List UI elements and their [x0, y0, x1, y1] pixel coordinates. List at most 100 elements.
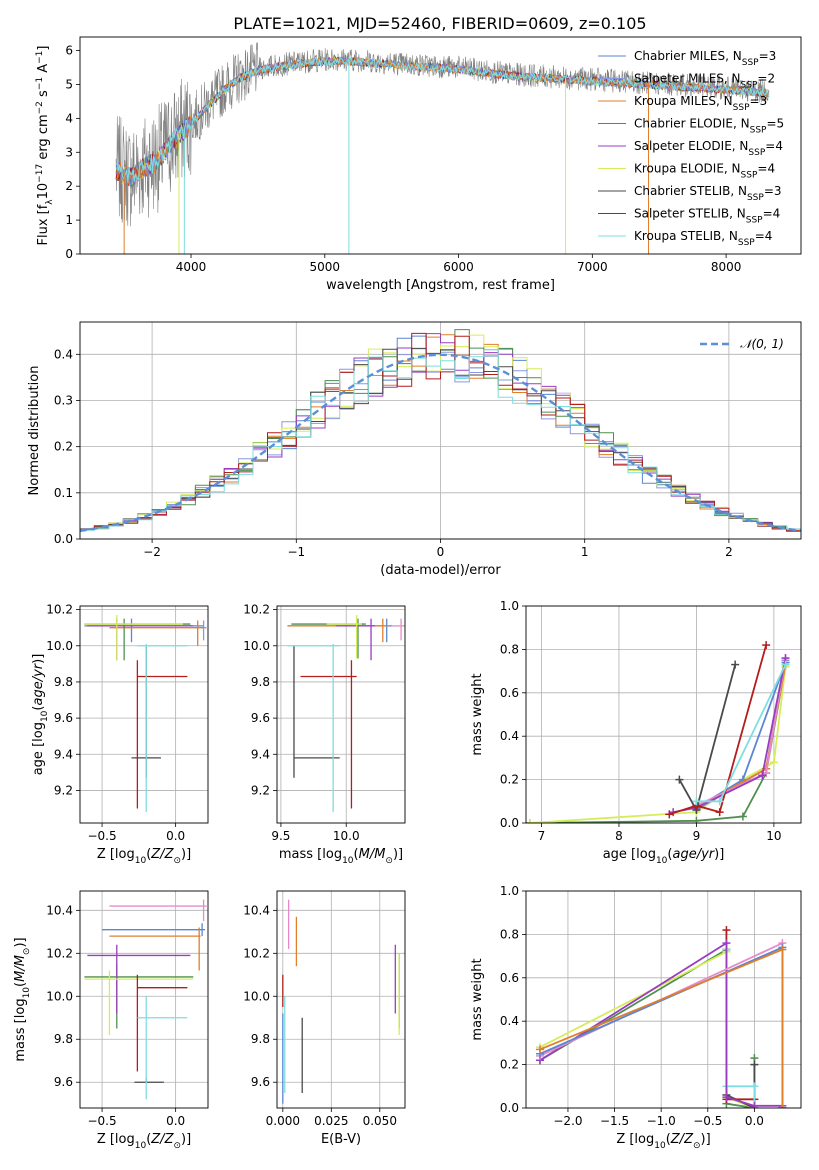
- y-tick-label: 9.4: [251, 747, 270, 761]
- mass-weight-line: [725, 930, 756, 1106]
- plot-area: [282, 899, 400, 1104]
- y-tick-label: 3: [65, 145, 73, 159]
- y-tick-label: 0.1: [54, 486, 73, 500]
- x-tick-label: 9: [693, 829, 701, 843]
- x-tick-label: −0.5: [87, 829, 116, 843]
- x-tick-label: 5000: [310, 260, 341, 274]
- y-tick-label: 0.6: [500, 686, 519, 700]
- y-tick-label: 0.2: [54, 440, 73, 454]
- x-tick-label: 8: [615, 829, 623, 843]
- x-axis-label: mass [log10(M/M⊙)]: [279, 847, 403, 866]
- y-tick-label: 1.0: [500, 884, 519, 898]
- y-axis-label: mass [log10(M/M⊙)]: [13, 937, 32, 1061]
- y-tick-label: 10.0: [243, 989, 270, 1003]
- x-tick-label: 4000: [176, 260, 207, 274]
- y-tick-label: 0.4: [500, 729, 519, 743]
- x-axis-label: Z [log10(Z/Z⊙)]: [97, 847, 191, 866]
- y-tick-label: 9.2: [54, 783, 73, 797]
- axes-frame: [276, 605, 406, 824]
- x-tick-label: 8000: [711, 260, 742, 274]
- x-tick-label: 0.0: [166, 829, 185, 843]
- x-tick-label: 0.000: [266, 1114, 300, 1128]
- y-tick-label: 10.2: [46, 603, 73, 617]
- mass-weight-line: [725, 949, 756, 1108]
- x-tick-label: −1: [287, 545, 305, 559]
- y-tick-label: 0: [65, 247, 73, 261]
- axes-frame: [525, 890, 802, 1109]
- age-vs-mass-panel: 9.5 10.0 9.2 9.4 9.6 9.8 10.0 10.2 mass [log10(M…: [243, 603, 406, 866]
- x-tick-label: −1.5: [600, 1114, 629, 1128]
- x-axis-label: age [log10(age/yr)]: [603, 847, 725, 866]
- y-tick-label: 10.2: [46, 946, 73, 960]
- y-tick-label: 6: [65, 44, 73, 58]
- axes-frame: [276, 890, 406, 1109]
- y-tick-label: 10.0: [46, 639, 73, 653]
- mass-vs-metallicity-panel: −0.5 0.0 9.6 9.8 10.0 10.2 10.4 Z [log10(Z/Z⊙)]…: [13, 890, 209, 1151]
- x-tick-label: 6000: [443, 260, 474, 274]
- y-axis-label: mass weight: [470, 958, 485, 1040]
- legend-entry: Salpeter ELODIE, NSSP=4: [634, 139, 783, 158]
- y-tick-label: 0.2: [500, 1058, 519, 1072]
- legend-entry: 𝒩(0, 1): [740, 337, 784, 351]
- x-tick-label: 10: [766, 829, 781, 843]
- y-tick-label: 9.6: [251, 711, 270, 725]
- y-tick-label: 0.2: [500, 773, 519, 787]
- y-tick-label: 2: [65, 179, 73, 193]
- x-axis-label: (data-model)/error: [380, 563, 501, 578]
- y-tick-label: 10.4: [243, 903, 270, 917]
- y-tick-label: 9.8: [54, 675, 73, 689]
- y-tick-label: 10.2: [243, 946, 270, 960]
- legend-entry: Salpeter STELIB, NSSP=4: [634, 207, 780, 226]
- y-tick-label: 10.4: [46, 903, 73, 917]
- legend-entry: Kroupa STELIB, NSSP=4: [634, 229, 772, 248]
- y-tick-label: 1.0: [500, 599, 519, 613]
- x-tick-label: 10.0: [333, 829, 360, 843]
- x-tick-label: 7000: [577, 260, 608, 274]
- y-axis-label: Flux [fλ10−17 erg cm−2 s−1 A−1]: [35, 46, 55, 246]
- histogram-step: [80, 333, 801, 530]
- x-tick-label: 7: [538, 829, 546, 843]
- y-axis-label: Normed distribution: [27, 366, 42, 496]
- y-tick-label: 9.6: [54, 711, 73, 725]
- y-tick-label: 0.0: [500, 1101, 519, 1115]
- mass-vs-extinction-panel: 0.000 0.025 0.050 9.6 9.8 10.0 10.2 10.4 E(B-V): [243, 890, 406, 1147]
- figure-title: PLATE=1021, MJD=52460, FIBERID=0609, z=0…: [233, 14, 646, 33]
- plot-area: [526, 641, 790, 823]
- legend-entry: Chabrier ELODIE, NSSP=5: [634, 117, 784, 136]
- legend-entry: Kroupa ELODIE, NSSP=4: [634, 162, 775, 181]
- plot-area: [84, 615, 207, 813]
- y-tick-label: 0.8: [500, 642, 519, 656]
- y-tick-label: 9.6: [251, 1075, 270, 1089]
- x-tick-label: 0.0: [745, 1114, 764, 1128]
- legend-entry: Chabrier STELIB, NSSP=3: [634, 184, 782, 203]
- x-tick-label: 0.0: [166, 1114, 185, 1128]
- y-tick-label: 0.8: [500, 927, 519, 941]
- axes-frame: [79, 605, 209, 824]
- plot-area: [535, 926, 787, 1108]
- y-axis-label: mass weight: [470, 673, 485, 755]
- x-tick-label: 0.025: [314, 1114, 348, 1128]
- x-tick-label: −2: [143, 545, 161, 559]
- plot-area: [287, 615, 405, 813]
- y-tick-label: 0.4: [54, 347, 73, 361]
- mass-weight-line: [669, 644, 767, 816]
- y-tick-label: 0.0: [500, 816, 519, 830]
- x-tick-label: −0.5: [87, 1114, 116, 1128]
- age-vs-metallicity-panel: −0.5 0.0 9.2 9.4 9.6 9.8 10.0 10.2 Z [log10(Z/Z⊙…: [31, 603, 209, 866]
- y-tick-label: 9.6: [54, 1075, 73, 1089]
- y-tick-label: 9.2: [251, 783, 270, 797]
- legend-entry: Chabrier MILES, NSSP=3: [634, 49, 776, 68]
- histogram-step: [80, 349, 801, 531]
- x-tick-label: 0: [437, 545, 445, 559]
- axes-frame: [525, 605, 802, 824]
- axes-frame: [79, 890, 209, 1109]
- y-tick-label: 0.0: [54, 532, 73, 546]
- x-tick-label: 2: [725, 545, 733, 559]
- x-tick-label: −0.5: [693, 1114, 722, 1128]
- x-tick-label: 1: [581, 545, 589, 559]
- spectrum-panel: 4000 5000 6000 7000 8000 0 1 2 3 4 5 6 wavelength [A…: [35, 36, 802, 293]
- y-axis-label: age [log10(age/yr)]: [31, 654, 50, 776]
- mass-weight-line: [725, 949, 756, 1108]
- normal-curve: [80, 353, 801, 533]
